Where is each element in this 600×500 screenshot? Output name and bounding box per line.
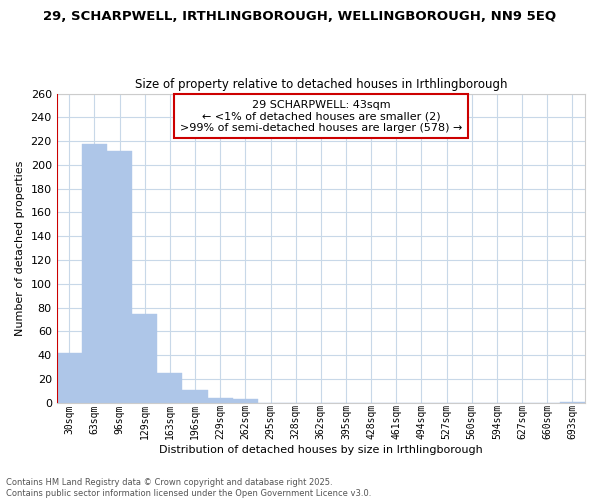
Text: 29 SCHARPWELL: 43sqm
← <1% of detached houses are smaller (2)
>99% of semi-detac: 29 SCHARPWELL: 43sqm ← <1% of detached h… (179, 100, 462, 133)
Bar (233, 399, 258, 403)
Y-axis label: Number of detached properties: Number of detached properties (15, 160, 25, 336)
Bar (56, 353, 82, 403)
Bar (132, 314, 157, 403)
Text: 29, SCHARPWELL, IRTHLINGBOROUGH, WELLINGBOROUGH, NN9 5EQ: 29, SCHARPWELL, IRTHLINGBOROUGH, WELLING… (43, 10, 557, 23)
Text: Contains HM Land Registry data © Crown copyright and database right 2025.
Contai: Contains HM Land Registry data © Crown c… (6, 478, 371, 498)
Bar (208, 398, 233, 403)
Title: Size of property relative to detached houses in Irthlingborough: Size of property relative to detached ho… (134, 78, 507, 91)
Bar (82, 144, 107, 403)
Bar (157, 373, 182, 403)
Bar (560, 402, 585, 403)
X-axis label: Distribution of detached houses by size in Irthlingborough: Distribution of detached houses by size … (159, 445, 483, 455)
Bar (107, 150, 132, 403)
Bar (182, 390, 208, 403)
